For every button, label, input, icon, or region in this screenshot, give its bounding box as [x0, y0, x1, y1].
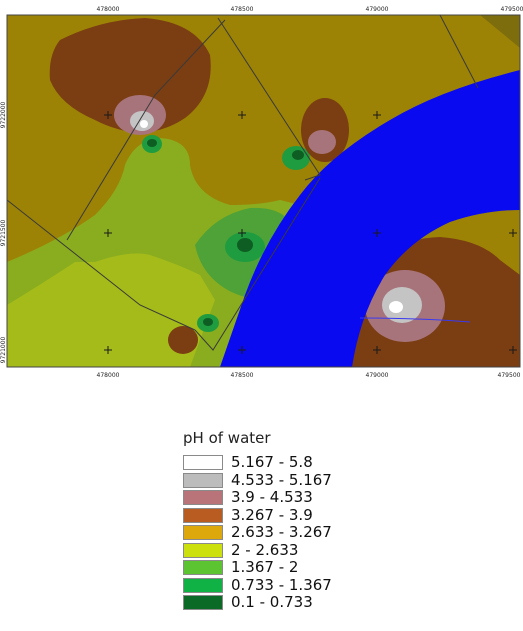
- map-area: [6, 14, 520, 367]
- x-tick-top-4: 479500: [501, 6, 523, 13]
- legend-label: 1.367 - 2: [231, 558, 299, 577]
- legend-label: 2 - 2.633: [231, 540, 299, 559]
- legend-item: 0.733 - 1.367: [183, 575, 383, 595]
- legend-label: 0.733 - 1.367: [231, 575, 332, 594]
- x-tick-bottom-1: 478000: [97, 372, 120, 379]
- dark-green-spot-west: [147, 139, 157, 147]
- legend-item: 1.367 - 2: [183, 559, 383, 577]
- x-tick-bottom-3: 479000: [366, 372, 389, 379]
- legend-swatch: [183, 490, 223, 506]
- legend-label: 2.633 - 3.267: [231, 523, 332, 542]
- boundary-line-southwest: [6, 199, 196, 331]
- legend-label: 4.533 - 5.167: [231, 470, 332, 489]
- legend-item: 2 - 2.633: [183, 540, 383, 560]
- legend-title: pH of water: [183, 429, 271, 447]
- y-tick-1: 9722000: [0, 101, 7, 128]
- brown-zone-northwest: [49, 18, 211, 133]
- legend-swatch: [183, 472, 223, 488]
- white-zone-southeast: [389, 301, 403, 313]
- legend-swatch: [183, 577, 223, 593]
- legend-label: 3.9 - 4.533: [231, 488, 313, 507]
- legend-item: 3.9 - 4.533: [183, 489, 383, 507]
- legend-item: 5.167 - 5.8: [183, 454, 383, 472]
- legend-swatch: [183, 595, 223, 611]
- x-tick-bottom-2: 478500: [231, 372, 254, 379]
- water-body: [220, 70, 520, 367]
- map-panel: 478000 478500 479000 479500 478000 47850…: [0, 6, 523, 379]
- corner-shade: [480, 15, 520, 48]
- x-tick-top-3: 479000: [366, 6, 389, 13]
- grid-crosses: [104, 111, 517, 354]
- legend-swatch: [183, 507, 223, 523]
- legend-item: 2.633 - 3.267: [183, 524, 383, 542]
- dark-green-spot-south: [203, 318, 213, 326]
- legend-label: 0.1 - 0.733: [231, 593, 313, 612]
- boundary-line-northeast: [439, 14, 479, 89]
- legend-swatch: [183, 542, 223, 558]
- boundary-line-north: [217, 17, 321, 181]
- legend-swatch: [183, 455, 223, 471]
- y-tick-2: 9721500: [0, 219, 7, 246]
- pink-zone-north: [308, 130, 336, 154]
- map-frame: [6, 14, 521, 368]
- boundary-line-west: [66, 19, 226, 241]
- legend: pH of water 5.167 - 5.8 4.533 - 5.167 3.…: [183, 428, 383, 612]
- legend-item: 4.533 - 5.167: [183, 470, 383, 490]
- white-zone-northwest: [140, 120, 148, 128]
- x-tick-top-1: 478000: [97, 6, 120, 13]
- dark-green-spot-center: [237, 238, 253, 252]
- x-tick-top-2: 478500: [231, 6, 254, 13]
- legend-swatch: [183, 525, 223, 541]
- boundary-line-south: [194, 177, 321, 351]
- legend-label: 5.167 - 5.8: [231, 453, 313, 472]
- y-tick-3: 9721000: [0, 336, 7, 363]
- dark-green-spot-north: [292, 150, 304, 160]
- legend-swatch: [183, 560, 223, 576]
- river-channel-line: [359, 317, 471, 323]
- legend-item: 0.1 - 0.733: [183, 594, 383, 612]
- pale-green-zone: [7, 253, 215, 367]
- x-tick-bottom-4: 479500: [498, 372, 521, 379]
- legend-item: 3.267 - 3.9: [183, 505, 383, 525]
- ph-map: 478000 478500 479000 479500 478000 47850…: [0, 6, 523, 379]
- brown-zone-south: [168, 326, 198, 354]
- legend-label: 3.267 - 3.9: [231, 505, 313, 524]
